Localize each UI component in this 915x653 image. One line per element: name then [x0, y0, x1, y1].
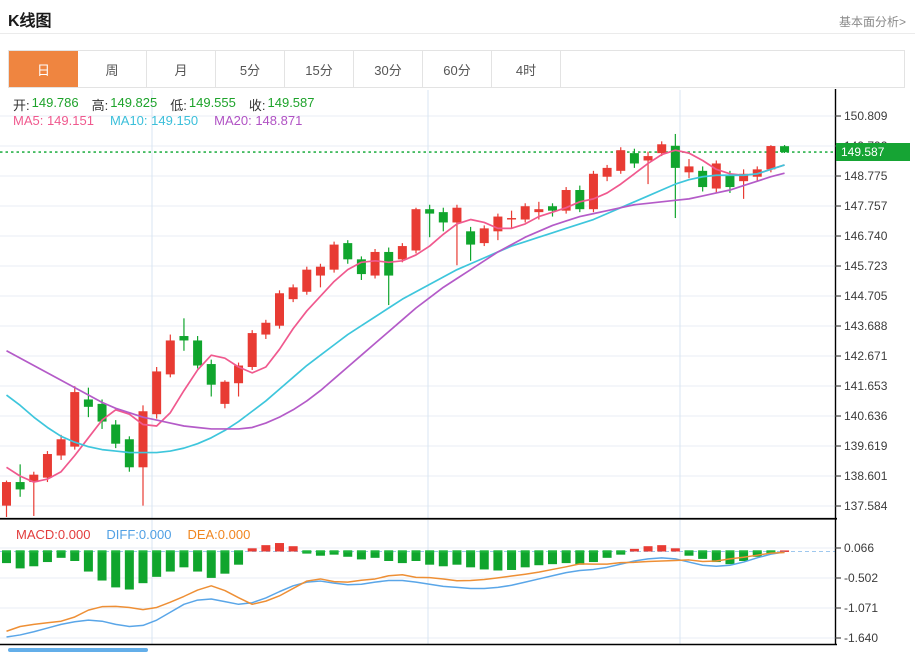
axis-tick-label: 148.775	[844, 169, 888, 183]
high-label: 高:	[91, 98, 109, 113]
axis-tick-label: 146.740	[844, 229, 888, 243]
tab-4hour[interactable]: 4时	[492, 51, 561, 87]
axis-tick-label: 140.636	[844, 409, 888, 423]
macd-info-bar: MACD:0.000 DIFF:0.000 DEA:0.000	[16, 527, 250, 542]
close-value: 149.587	[267, 95, 315, 110]
axis-tick-label: 137.584	[844, 499, 888, 513]
close-label: 收:	[248, 98, 266, 113]
axis-tick-label: 0.066	[844, 541, 875, 555]
tab-5min[interactable]: 5分	[216, 51, 285, 87]
axis-tick-label: 147.757	[844, 199, 888, 213]
tab-15min[interactable]: 15分	[285, 51, 354, 87]
period-tabbar: 日 周 月 5分 15分 30分 60分 4时	[8, 50, 905, 88]
axis-tick-label: 144.705	[844, 289, 888, 303]
open-label: 开:	[13, 98, 30, 113]
tab-month[interactable]: 月	[147, 51, 216, 87]
low-value: 149.555	[188, 95, 236, 110]
current-price-badge: 149.587	[836, 143, 910, 162]
kline-chart-canvas[interactable]	[0, 88, 915, 646]
axis-tick-label: 138.601	[844, 469, 888, 483]
ma10-value: MA10: 149.150	[109, 113, 199, 128]
axis-tick-label: -1.071	[844, 601, 879, 615]
tab-day[interactable]: 日	[9, 51, 78, 87]
low-label: 低:	[170, 98, 187, 113]
macd-value: MACD:0.000	[16, 527, 91, 542]
high-value: 149.825	[110, 95, 158, 110]
ma5-value: MA5: 149.151	[13, 113, 94, 128]
page-title: K线图	[8, 13, 52, 30]
axis-tick-label: 139.619	[844, 439, 888, 453]
ma-info-bar: MA5: 149.151 MA10: 149.150 MA20: 148.871	[13, 113, 302, 128]
ohlc-info-bar: 开: 149.786 高: 149.825 低: 149.555 收: 149.587	[13, 95, 315, 114]
chart-scrollbar-handle[interactable]	[8, 648, 148, 652]
axis-tick-label: -1.640	[844, 631, 879, 645]
ma20-value: MA20: 148.871	[214, 113, 303, 128]
tab-60min[interactable]: 60分	[423, 51, 492, 87]
tab-30min[interactable]: 30分	[354, 51, 423, 87]
axis-tick-label: 145.723	[844, 259, 888, 273]
tab-week[interactable]: 周	[78, 51, 147, 87]
axis-tick-label: 143.688	[844, 319, 888, 333]
dea-value: DEA:0.000	[187, 527, 251, 542]
diff-value: DIFF:0.000	[106, 527, 172, 542]
header-divider	[0, 33, 915, 34]
tabbar-filler	[561, 51, 904, 87]
axis-tick-label: 142.671	[844, 349, 888, 363]
open-value: 149.786	[31, 95, 79, 110]
axis-tick-label: 141.653	[844, 379, 888, 393]
fundamental-analysis-link[interactable]: 基本面分析>	[838, 15, 906, 29]
axis-tick-label: 150.809	[844, 109, 888, 123]
axis-tick-label: -0.502	[844, 571, 879, 585]
